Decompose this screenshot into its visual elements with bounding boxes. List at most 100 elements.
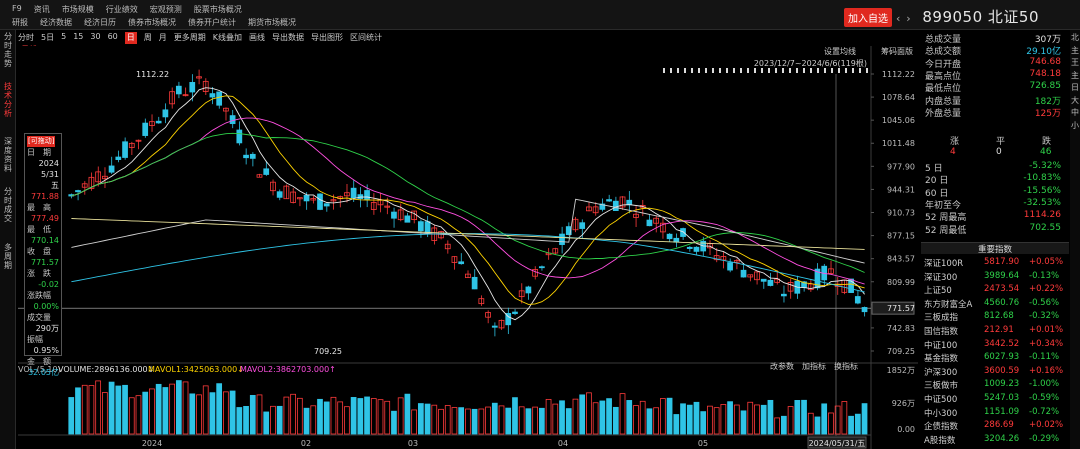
toolbar-item-14[interactable]: 区间统计 xyxy=(350,33,382,42)
index-row[interactable]: 国信指数 212.91 +0.01% xyxy=(924,325,1064,337)
toolbar-item-3[interactable]: 15 xyxy=(73,32,84,41)
menu-item-1[interactable]: 资讯 xyxy=(33,5,50,14)
vol-control-1[interactable]: 加指标 xyxy=(802,361,826,371)
menu-item-2-0[interactable]: 研报 xyxy=(12,18,28,27)
toolbar-item-11[interactable]: 画线 xyxy=(249,33,265,42)
perf-row: 5 日 -5.32% xyxy=(925,161,1061,174)
candle-body xyxy=(444,243,451,250)
perf-label: 52 周最低 xyxy=(925,225,967,236)
volume-bar xyxy=(646,408,653,435)
volume-bar xyxy=(444,405,451,435)
toolbar-item-6[interactable]: 日 xyxy=(124,32,137,44)
candle-body xyxy=(223,107,229,112)
volume-bar xyxy=(518,406,525,435)
toolbar-item-9[interactable]: 更多周期 xyxy=(173,33,206,42)
index-row[interactable]: 深证300 3989.64 -0.13% xyxy=(924,271,1064,283)
left-tab-4[interactable]: 多周期 xyxy=(4,243,12,270)
candle-body xyxy=(848,278,854,293)
menu-item-2-3[interactable]: 债券市场概况 xyxy=(128,18,176,27)
index-row[interactable]: 中小300 1151.09 -0.72% xyxy=(924,407,1064,419)
menu-item-2-4[interactable]: 债券开户统计 xyxy=(188,18,236,27)
right-strip-item: 大 xyxy=(1071,95,1079,105)
index-panel-title: 重要指数 xyxy=(921,242,1069,255)
index-row[interactable]: 中证100 3442.52 +0.34% xyxy=(924,339,1064,351)
range-marker-dot xyxy=(852,68,854,73)
menu-item-2-2[interactable]: 经济日历 xyxy=(84,18,116,27)
prev-arrow-icon[interactable]: ‹ xyxy=(896,12,901,25)
left-tab-0[interactable]: 分时走势 xyxy=(4,32,12,68)
menu-item-2-5[interactable]: 期货市场概况 xyxy=(248,18,296,27)
index-row[interactable]: 三板成指 812.68 -0.32% xyxy=(924,311,1064,323)
next-arrow-icon[interactable]: › xyxy=(906,12,912,25)
range-marker-dot xyxy=(789,68,791,73)
candle-body xyxy=(478,298,485,305)
menu-item-2[interactable]: 市场规模 xyxy=(61,5,94,14)
menu-item-2-1[interactable]: 经济数据 xyxy=(40,18,72,27)
candle-body xyxy=(807,283,814,291)
menu-item-4[interactable]: 宏观预测 xyxy=(149,5,182,14)
toolbar-item-5[interactable]: 60 xyxy=(107,32,118,41)
menu-item-0[interactable]: F9 xyxy=(12,4,22,13)
candle-body xyxy=(713,255,720,261)
toolbar-item-0[interactable]: 分时 xyxy=(18,33,34,42)
info-open: 771.88 xyxy=(31,192,59,201)
index-change: -0.59% xyxy=(1029,393,1060,403)
index-row[interactable]: 企债指数 286.69 +0.02% xyxy=(924,420,1064,433)
volume-bar xyxy=(182,381,189,435)
volume-bar xyxy=(821,403,828,435)
candle-body xyxy=(518,290,525,298)
index-row[interactable]: 三板做市 1009.23 -1.00% xyxy=(924,379,1064,391)
index-row[interactable]: 沪深300 3600.59 +0.16% xyxy=(924,366,1064,378)
info-amp-label: 振幅 xyxy=(27,335,43,344)
candle-body xyxy=(330,199,337,202)
toolbar-item-7[interactable]: 周 xyxy=(143,33,152,42)
candle-body xyxy=(727,262,733,271)
info-amp: 0.95% xyxy=(33,346,59,355)
toolbar-item-8[interactable]: 月 xyxy=(158,33,167,42)
down-count: 46 xyxy=(1040,147,1052,157)
range-marker-dot xyxy=(817,68,819,73)
index-row[interactable]: 中证500 5247.03 -0.59% xyxy=(924,393,1064,405)
index-row[interactable]: 东方财富全A 4560.76 -0.56% xyxy=(924,298,1064,310)
candle-body xyxy=(397,209,404,221)
volume-bar xyxy=(686,404,693,435)
add-to-watchlist-button[interactable]: 加入自选 xyxy=(844,8,892,27)
bar-info-box[interactable]: [可拖动] 日 期 2024 5/31 开 盘 五 771.88 最 高 777… xyxy=(24,133,62,377)
volume-bar xyxy=(599,400,606,435)
index-name: 企债指数 xyxy=(924,422,959,433)
toolbar-item-12[interactable]: 导出数据 xyxy=(272,33,304,42)
candle-body xyxy=(102,175,108,180)
left-tab-3[interactable]: 分时成交 xyxy=(4,187,12,223)
volume-bar xyxy=(673,414,680,435)
draggable-tag[interactable]: [可拖动] xyxy=(27,136,56,147)
toolbar-item-13[interactable]: 导出图形 xyxy=(311,33,343,42)
menu-item-3[interactable]: 行业绩效 xyxy=(105,5,138,14)
kline-chart[interactable]: 1112.22 1078.64 1045.06 1011.48 977.90 944.31… xyxy=(18,46,918,449)
toolbar-item-4[interactable]: 30 xyxy=(90,32,101,41)
vol-control-0[interactable]: 改参数 xyxy=(770,361,794,371)
perf-label: 52 周最高 xyxy=(925,213,967,224)
info-pct: 0.00% xyxy=(33,302,59,311)
index-row[interactable]: 基金指数 6027.93 -0.11% xyxy=(924,352,1064,364)
toolbar-item-10[interactable]: K线叠加 xyxy=(212,33,242,42)
volume-bar xyxy=(471,408,478,435)
index-row[interactable]: A股指数 3204.26 -0.29% xyxy=(924,433,1064,446)
volume-bar xyxy=(760,404,767,435)
candle-body xyxy=(586,206,592,212)
toolbar-item-1[interactable]: 5日 xyxy=(41,33,55,42)
index-price: 3204.26 xyxy=(984,433,1020,444)
menu-item-5[interactable]: 股票市场概况 xyxy=(193,5,242,14)
range-marker-dot xyxy=(726,68,728,73)
quote-label: 内盘总量 xyxy=(925,96,962,107)
volume-bar xyxy=(303,407,310,435)
index-row[interactable]: 上证50 2473.54 +0.22% xyxy=(924,284,1064,296)
vol-control-2[interactable]: 换指标 xyxy=(834,361,858,371)
left-tab-2[interactable]: 深度资料 xyxy=(4,137,12,173)
quote-panel: 总成交量 307万 总成交额 29.10亿 今日开盘 746.68 最高点位 748.18 最低… xyxy=(921,30,1069,250)
range-marker-dot xyxy=(803,68,805,73)
index-row[interactable]: 深证100R 5817.90 +0.05% xyxy=(924,257,1064,269)
toolbar-item-2[interactable]: 5 xyxy=(61,32,67,41)
left-tab-1[interactable]: 技术分析 xyxy=(4,82,12,118)
candle-body xyxy=(565,226,572,235)
volume-bar xyxy=(727,401,733,435)
